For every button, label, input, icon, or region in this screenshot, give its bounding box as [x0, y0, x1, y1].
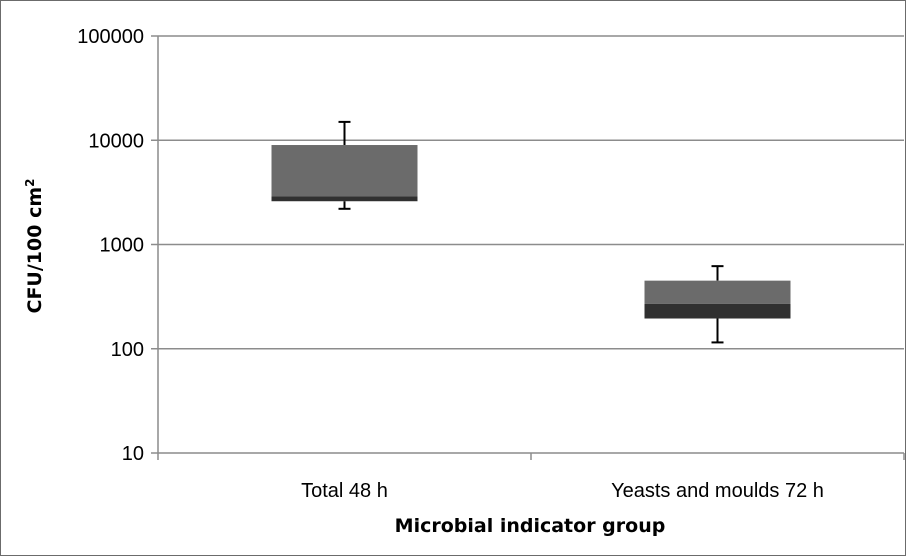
box-upper-quartile [645, 281, 791, 304]
box-lower-quartile [645, 304, 791, 319]
y-tick-label: 10000 [88, 130, 144, 152]
y-tick-label: 100000 [77, 26, 144, 48]
y-tick-label: 1000 [100, 235, 145, 257]
box-1 [272, 122, 418, 209]
boxes [272, 122, 791, 343]
y-tick-label: 100 [111, 339, 144, 361]
x-axis-title: Microbial indicator group [395, 515, 666, 537]
box-lower-quartile [272, 196, 418, 201]
y-axis-title: CFU/100 cm2 [23, 179, 46, 314]
box-2 [645, 266, 791, 342]
x-tick-label: Total 48 h [301, 480, 388, 502]
x-axis-ticks: Total 48 h Yeasts and moulds 72 h [158, 453, 904, 502]
y-tick-label: 10 [122, 443, 144, 465]
y-axis-ticks: 10 100 1000 10000 100000 [77, 26, 904, 465]
box-upper-quartile [272, 145, 418, 196]
gridlines [158, 36, 904, 349]
x-tick-label: Yeasts and moulds 72 h [611, 480, 824, 502]
